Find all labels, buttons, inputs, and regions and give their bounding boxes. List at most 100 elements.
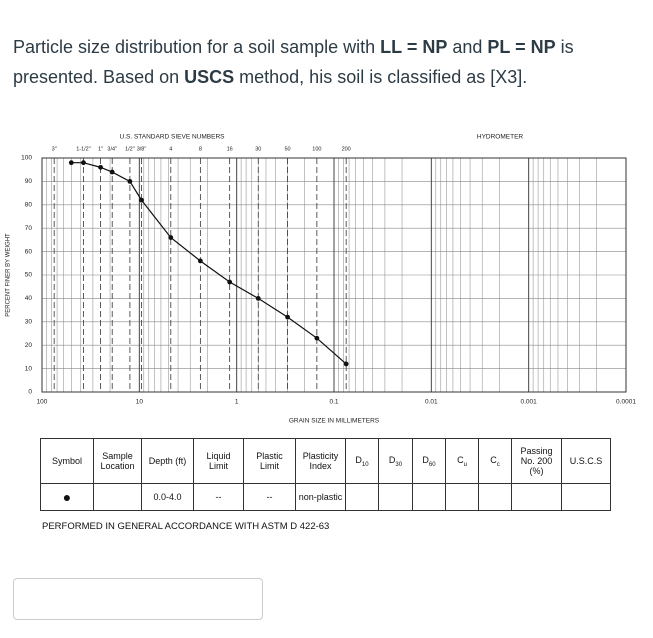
header-subscript: 10: [361, 461, 369, 468]
cell-text: 0.0-4.0: [153, 492, 182, 502]
header-text: D: [355, 454, 362, 465]
cell-text: ●: [62, 489, 72, 505]
data-cell: --: [243, 483, 296, 511]
data-point: [127, 179, 133, 184]
bold-text: PL = NP: [487, 37, 556, 57]
header-text: Plasticity Index: [302, 451, 339, 471]
y-tick-label: 100: [21, 155, 32, 162]
data-cell: [378, 483, 413, 511]
y-tick-label: 30: [25, 319, 33, 326]
data-point: [68, 160, 74, 166]
header-cell: Passing No. 200 (%): [511, 438, 562, 484]
header-text: Plastic Limit: [256, 451, 283, 471]
data-point: [255, 296, 261, 301]
sieve-label: 200: [342, 146, 351, 152]
cell-text: --: [215, 492, 222, 502]
data-row: ● 0.0-4.0 -- -- non-plastic: [40, 483, 611, 511]
header-cell: Liquid Limit: [193, 438, 244, 484]
header-text: D: [388, 454, 396, 465]
answer-input[interactable]: [13, 578, 263, 620]
data-cell: [445, 483, 479, 511]
header-cell: Sample Location: [93, 438, 142, 484]
y-tick-label: 90: [25, 178, 33, 185]
sieve-label: 1/2": [125, 146, 135, 152]
header-text: Sample Location: [100, 451, 135, 471]
header-subscript: 30: [395, 461, 403, 468]
x-tick-label: 0.1: [329, 399, 338, 406]
y-tick-label: 0: [28, 389, 32, 396]
y-axis-title: PERCENT FINER BY WEIGHT: [6, 233, 12, 317]
data-cell: [561, 483, 611, 511]
data-cell: non-plastic: [295, 483, 346, 511]
header-cell: D30: [378, 438, 413, 484]
header-cell: Cu: [445, 438, 479, 484]
data-point: [343, 361, 349, 367]
data-point: [81, 160, 86, 166]
sieve-label: 30: [255, 146, 261, 152]
header-text: Symbol: [51, 456, 82, 466]
y-tick-label: 80: [25, 202, 33, 209]
header-text: D: [422, 454, 429, 465]
header-cell: D60: [412, 438, 446, 484]
sieve-label: 8: [199, 146, 202, 152]
bold-text: LL = NP: [380, 37, 448, 57]
question: Particle size distribution for a soil sa…: [13, 32, 613, 92]
header-cell: Plasticity Index: [295, 438, 346, 484]
data-point: [227, 279, 233, 285]
data-cell: [93, 483, 142, 511]
sieve-label: 3": [52, 146, 57, 152]
header-row: Symbol Sample Location Depth (ft) Liquid Li…: [40, 438, 611, 484]
cell-text: --: [266, 492, 273, 502]
sieve-label: 100: [312, 146, 321, 152]
y-tick-label: 20: [25, 342, 33, 349]
plot-frame: [41, 157, 627, 393]
header-cell: Plastic Limit: [243, 438, 296, 484]
header-text: U.S.C.S: [569, 456, 603, 466]
x-tick-label: 1: [235, 399, 239, 406]
sieve-label: 4: [169, 146, 172, 152]
data-point: [139, 197, 144, 203]
sieve-label: 16: [227, 146, 233, 152]
header-subscript: 60: [428, 461, 436, 468]
x-tick-label: 0.01: [425, 399, 438, 406]
sieve-title: U.S. STANDARD SIEVE NUMBERS: [120, 134, 226, 141]
data-cell: 0.0-4.0: [141, 483, 194, 511]
header-subscript: c: [496, 461, 500, 468]
text: and: [447, 37, 488, 57]
header-text: Depth (ft): [148, 456, 187, 466]
sieve-label: 50: [284, 146, 290, 152]
header-cell: Depth (ft): [141, 438, 194, 484]
data-cell: [511, 483, 562, 511]
text: Particle size distribution for a soil sa…: [13, 37, 381, 57]
soil-table: Symbol Sample Location Depth (ft) Liquid Li…: [40, 438, 611, 511]
header-text: Liquid Limit: [206, 451, 231, 471]
sieve-label: 3/4": [107, 146, 117, 152]
note: PERFORMED IN GENERAL ACCORDANCE WITH AST…: [42, 521, 330, 532]
data-point: [197, 258, 203, 264]
data-cell: [345, 483, 379, 511]
bold-text: USCS: [184, 67, 235, 87]
header-text: Passing No. 200 (%): [520, 446, 553, 476]
cell-text: non-plastic: [298, 492, 343, 502]
hydrometer-label: HYDROMETER: [477, 134, 524, 141]
y-tick-label: 40: [25, 295, 33, 302]
data-point: [109, 169, 115, 175]
data-cell: ●: [40, 483, 94, 511]
x-tick-label: 10: [136, 399, 144, 406]
y-tick-label: 50: [25, 272, 33, 279]
x-tick-label: 0.0001: [616, 399, 636, 406]
data-point: [285, 314, 290, 320]
y-tick-label: 60: [25, 248, 33, 255]
y-tick-label: 70: [25, 225, 33, 232]
data-point: [168, 235, 174, 240]
header-text: C: [490, 454, 497, 465]
sieve-label: 3/8": [137, 146, 147, 152]
text: method, his soil is classified as [X3].: [234, 67, 528, 87]
data-cell: [412, 483, 446, 511]
header-cell: D10: [345, 438, 379, 484]
text: is presented. Based on: [13, 37, 574, 87]
data-cell: [478, 483, 512, 511]
sieve-label: 1": [98, 146, 103, 152]
header-cell: U.S.C.S: [561, 438, 611, 484]
